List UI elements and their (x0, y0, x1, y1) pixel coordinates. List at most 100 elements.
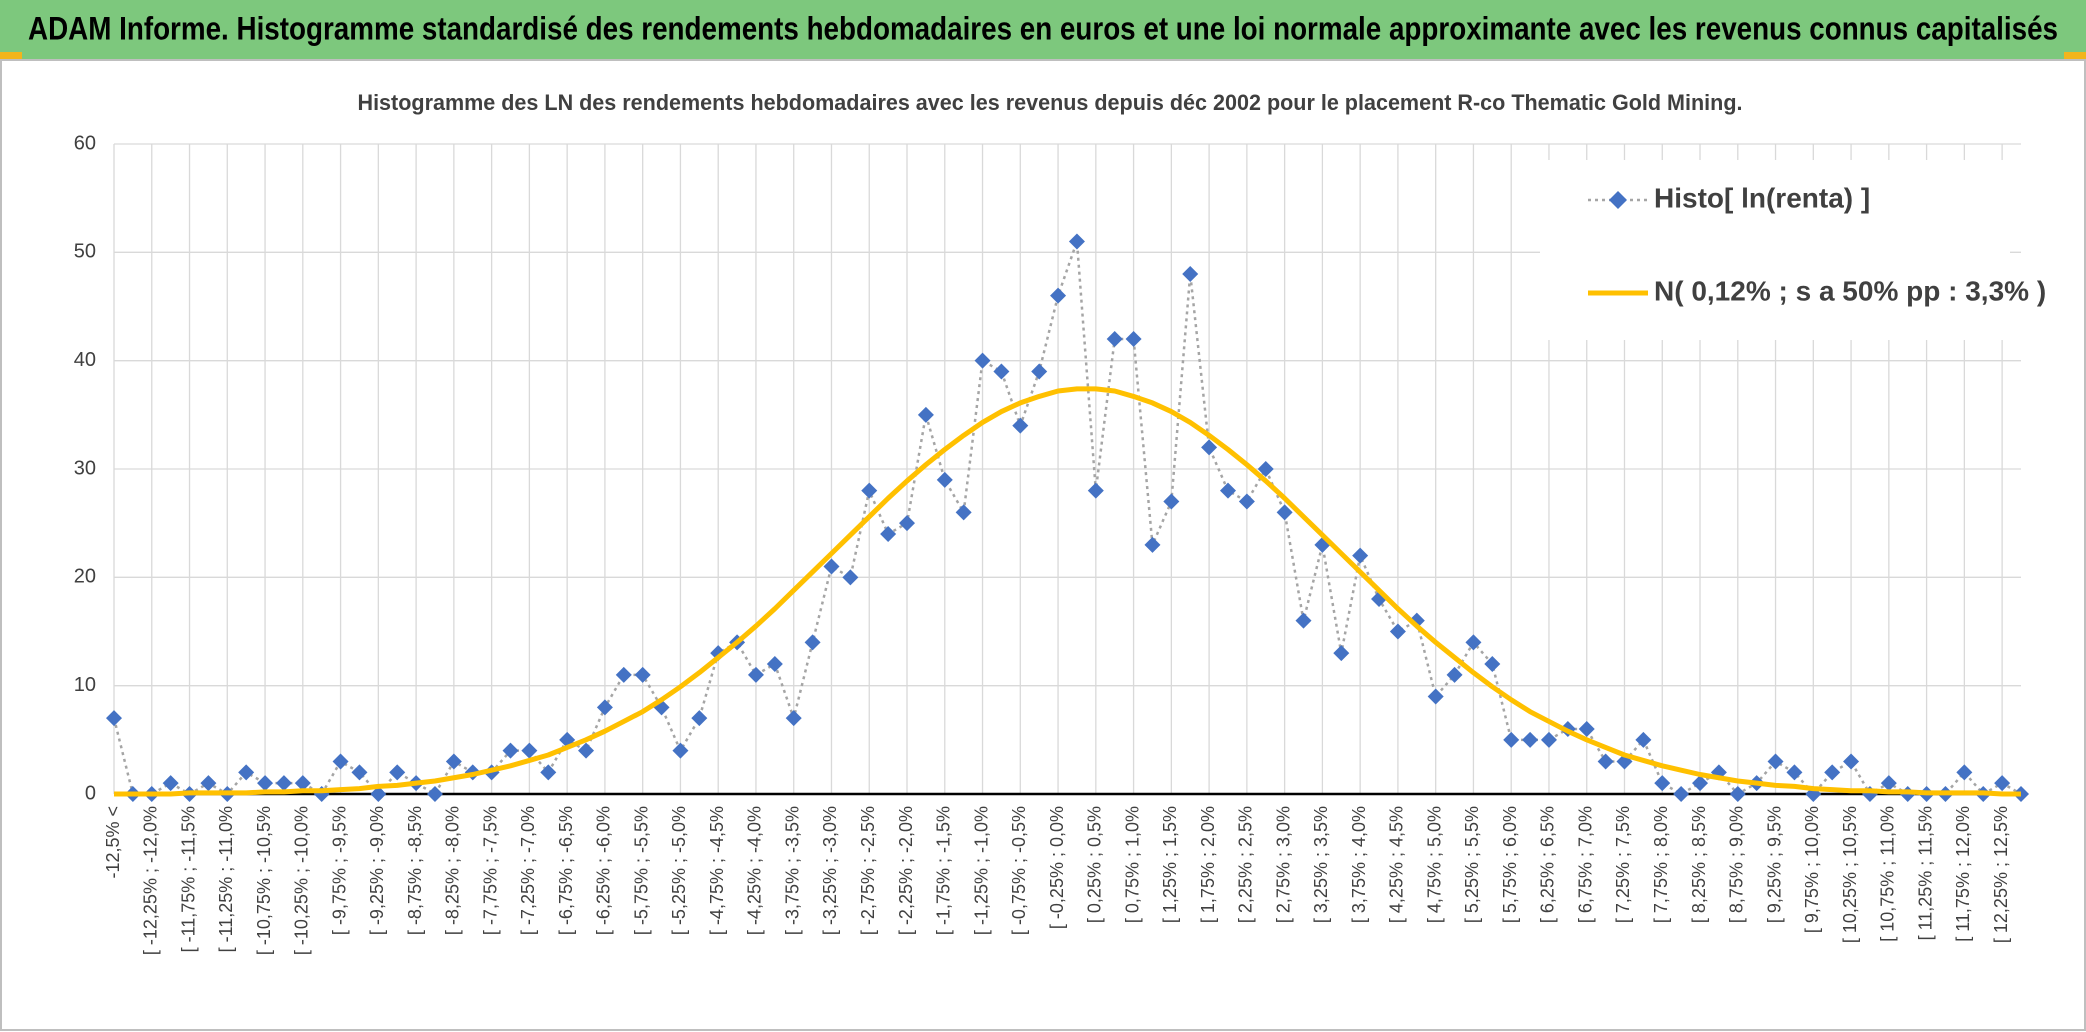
chart-title: Histogramme des LN des rendements hebdom… (358, 90, 1743, 115)
data-point (634, 666, 651, 683)
data-point (1956, 764, 1973, 781)
data-point (1578, 721, 1595, 737)
data-point (785, 710, 802, 727)
x-tick-label: [ -0,25% ; 0,0% (1047, 806, 1067, 929)
data-point (1427, 688, 1444, 705)
data-point (1238, 493, 1255, 510)
data-point (842, 569, 859, 586)
x-tick-label: [ -9,25% ; -9,0% (367, 806, 387, 935)
data-point (426, 786, 443, 802)
data-point (1635, 731, 1652, 748)
x-tick-label: [ -11,75% ; -11,5% (178, 806, 198, 952)
data-point (445, 753, 462, 770)
x-tick-label: [ 8,75% ; 9,0% (1727, 806, 1747, 923)
data-point (332, 753, 349, 770)
x-tick-label: [ 3,25% ; 3,5% (1311, 806, 1331, 923)
data-point (1994, 775, 2011, 792)
chart-frame (0, 59, 2086, 1031)
data-point (351, 764, 368, 781)
data-point (861, 482, 878, 499)
data-point (766, 656, 783, 672)
x-tick-label: [ 7,25% ; 7,5% (1613, 806, 1633, 923)
x-tick-label: [ 11,25% ; 11,5% (1915, 806, 1935, 940)
x-tick-label: [ -9,75% ; -9,5% (329, 806, 349, 935)
corner-accent (2064, 52, 2086, 60)
data-point (1389, 623, 1406, 640)
data-point (1144, 536, 1161, 553)
x-tick-label: [ 0,75% ; 1,0% (1122, 806, 1142, 923)
data-point (899, 515, 916, 532)
x-tick-label: [ -10,25% ; -10,0% (292, 806, 312, 955)
x-tick-label: [ -11,25% ; -11,0% (216, 806, 236, 952)
x-tick-label: [ 10,75% ; 11,0% (1878, 806, 1898, 942)
legend-swatch-marker (1609, 191, 1627, 209)
data-point (578, 742, 595, 759)
data-point (1333, 645, 1350, 662)
x-tick-label: [ -5,75% ; -5,5% (631, 806, 651, 935)
x-tick-label: [ 6,25% ; 6,5% (1538, 806, 1558, 923)
y-tick-label: 30 (74, 457, 96, 479)
data-point (1087, 482, 1104, 499)
x-tick-label: -12,5% < (103, 806, 123, 879)
data-point (1276, 504, 1293, 521)
x-tick-label: [ 2,25% ; 2,5% (1236, 806, 1256, 923)
data-point (1352, 547, 1369, 564)
x-tick-label: [ 7,75% ; 8,0% (1651, 806, 1671, 923)
data-point (917, 406, 934, 423)
data-point (1880, 775, 1897, 792)
header-title: ADAM Informe. Histogramme standardisé de… (28, 10, 2058, 46)
data-point (1786, 764, 1803, 781)
x-tick-label: [ 11,75% ; 12,0% (1953, 806, 1973, 942)
y-tick-label: 60 (74, 132, 96, 154)
data-point (106, 710, 122, 727)
x-tick-label: [ 5,75% ; 6,0% (1500, 806, 1520, 923)
x-tick-label: [ 0,25% ; 0,5% (1085, 806, 1105, 923)
data-point (1050, 287, 1067, 304)
x-tick-label: [ 1,25% ; 1,5% (1160, 806, 1180, 923)
x-tick-label: [ 10,25% ; 10,5% (1840, 806, 1860, 943)
corner-accent (0, 52, 22, 60)
x-tick-label: [ -10,75% ; -10,5% (254, 806, 274, 955)
x-tick-label: [ -6,75% ; -6,5% (556, 806, 576, 935)
x-tick-label: [ -5,25% ; -5,0% (669, 806, 689, 935)
x-tick-label: [ -4,25% ; -4,0% (745, 806, 765, 935)
data-point (1540, 731, 1557, 748)
x-tick-label: [ -8,25% ; -8,0% (443, 806, 463, 935)
data-point (1729, 786, 1746, 802)
x-tick-label: [ -6,25% ; -6,0% (594, 806, 614, 935)
data-point (1446, 666, 1463, 683)
data-point (596, 699, 613, 716)
data-point (294, 775, 311, 792)
data-point (823, 558, 840, 575)
x-tick-label: [ -3,75% ; -3,5% (782, 806, 802, 935)
data-point (974, 352, 991, 369)
data-point (1219, 482, 1236, 499)
header-bar (0, 0, 2086, 60)
data-point (502, 742, 519, 759)
x-tick-label: [ -3,25% ; -3,0% (820, 806, 840, 935)
data-point (1182, 266, 1199, 282)
data-point (993, 363, 1010, 380)
x-tick-label: [ 1,75% ; 2,0% (1198, 806, 1218, 923)
data-point (1692, 775, 1709, 792)
x-tick-label: [ 4,25% ; 4,5% (1387, 806, 1407, 923)
data-point (521, 742, 538, 759)
x-tick-label: [ -7,25% ; -7,0% (518, 806, 538, 935)
data-point (200, 775, 217, 792)
data-point (1295, 612, 1312, 629)
data-point (1767, 753, 1784, 770)
data-point (389, 764, 406, 781)
data-point (238, 764, 255, 781)
data-point (672, 742, 689, 759)
x-tick-label: [ 12,25% ; 12,5% (1991, 806, 2011, 943)
data-point (880, 526, 897, 542)
x-tick-label: [ -7,75% ; -7,5% (480, 806, 500, 935)
data-point (257, 775, 274, 792)
x-tick-label: [ -12,25% ; -12,0% (141, 806, 161, 955)
chart: Histogramme des LN des rendements hebdom… (74, 90, 2046, 955)
data-point (370, 786, 387, 802)
data-point (615, 666, 632, 683)
data-point (1163, 493, 1180, 510)
data-point (162, 775, 179, 792)
